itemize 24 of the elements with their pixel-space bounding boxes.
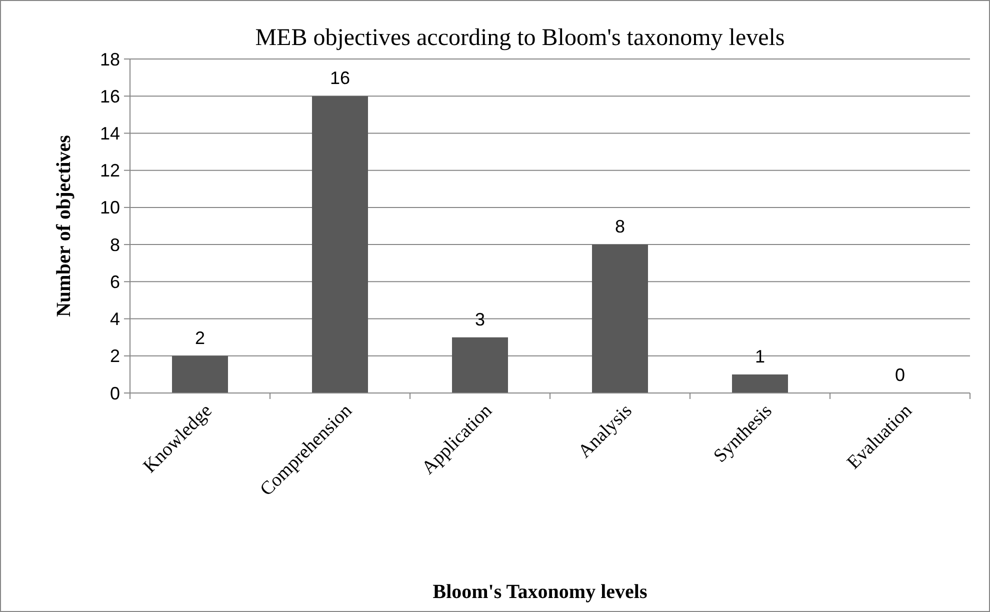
data-label: 2 bbox=[194, 328, 206, 348]
y-tick-label: 0 bbox=[110, 383, 120, 404]
y-tick-label: 10 bbox=[100, 198, 120, 218]
bar bbox=[172, 356, 228, 393]
data-label: 1 bbox=[754, 346, 766, 366]
y-axis-title: Number of objectives bbox=[53, 134, 75, 317]
bar bbox=[592, 244, 648, 393]
bar bbox=[732, 374, 788, 393]
y-tick-label: 4 bbox=[110, 309, 120, 330]
chart-title: MEB objectives according to Bloom's taxonomy levels bbox=[255, 25, 785, 51]
y-tick-label: 16 bbox=[100, 86, 120, 106]
bar bbox=[312, 96, 368, 393]
y-tick-label: 6 bbox=[110, 272, 120, 292]
data-label: 0 bbox=[894, 365, 906, 385]
data-label: 8 bbox=[614, 216, 626, 237]
data-label: 16 bbox=[330, 68, 350, 88]
x-axis-title: Bloom's Taxonomy levels bbox=[432, 581, 648, 603]
y-tick-label: 14 bbox=[100, 124, 120, 144]
bar bbox=[452, 337, 508, 393]
y-tick-label: 2 bbox=[110, 346, 120, 366]
y-tick-label: 12 bbox=[100, 160, 120, 181]
data-label: 3 bbox=[474, 309, 486, 330]
y-tick-label: 18 bbox=[100, 49, 120, 70]
y-tick-label: 8 bbox=[110, 234, 120, 255]
